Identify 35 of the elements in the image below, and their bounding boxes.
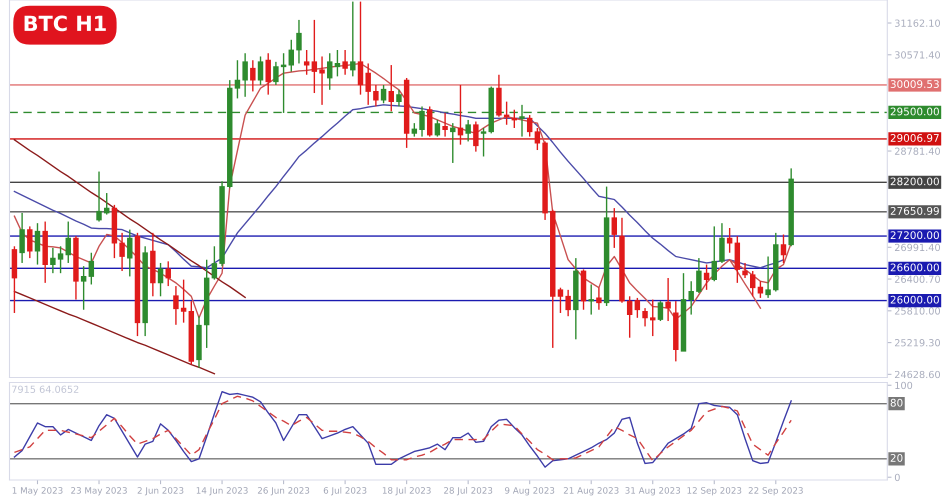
annotation: 7915 64.0652 [12, 386, 78, 393]
x-tick-label: 22 Sep 2023 [748, 487, 803, 496]
x-tick-label: 23 May 2023 [71, 487, 127, 496]
y-tick-label: 28781.40 [894, 148, 940, 155]
text: BTC H1 [24, 15, 106, 32]
x-tick-label: 28 Jul 2023 [444, 486, 492, 496]
x-tick-label: 18 Jul 2023 [382, 486, 431, 496]
x-tick-label: 26 Jun 2023 [258, 487, 310, 496]
y-tick-label: 100 [895, 382, 912, 390]
ref-line-label: 29500.00 [890, 108, 939, 116]
x-tick-label: 9 Aug 2023 [505, 487, 554, 496]
ref-line-label: 26000.00 [890, 296, 939, 304]
ref-line-label: 26600.00 [890, 263, 939, 272]
ref-line-label: 28200.00 [890, 177, 939, 186]
x-tick-label: 6 Jul 2023 [324, 486, 366, 496]
x-tick-label: 1 May 2023 [12, 487, 63, 496]
x-tick-label: 14 Jun 2023 [196, 487, 248, 496]
ref-line-label: 27650.99 [890, 206, 939, 215]
y-tick-label: 30571.40 [894, 51, 940, 59]
y-tick-label: 25810.00 [894, 307, 940, 315]
ref-line-label: 80 [890, 398, 902, 407]
y-tick-label: 24628.60 [894, 370, 940, 378]
ref-line-label: 20 [890, 454, 902, 462]
ref-line-label: 29006.97 [890, 134, 939, 142]
y-tick-label: 31162.10 [894, 19, 940, 27]
x-tick-label: 31 Aug 2023 [625, 487, 680, 496]
ref-line-label: 27200.00 [890, 231, 939, 240]
x-tick-label: 2 Jun 2023 [138, 487, 184, 496]
y-tick-label: 0 [894, 474, 900, 482]
y-tick-label: 25219.30 [894, 339, 940, 346]
y-tick-label: 26400.70 [894, 276, 940, 283]
x-tick-label: 21 Aug 2023 [564, 487, 619, 496]
ref-line-label: 30009.53 [890, 80, 939, 88]
x-tick-label: 12 Sep 2023 [687, 487, 742, 496]
y-tick-label: 26991.40 [894, 244, 940, 252]
